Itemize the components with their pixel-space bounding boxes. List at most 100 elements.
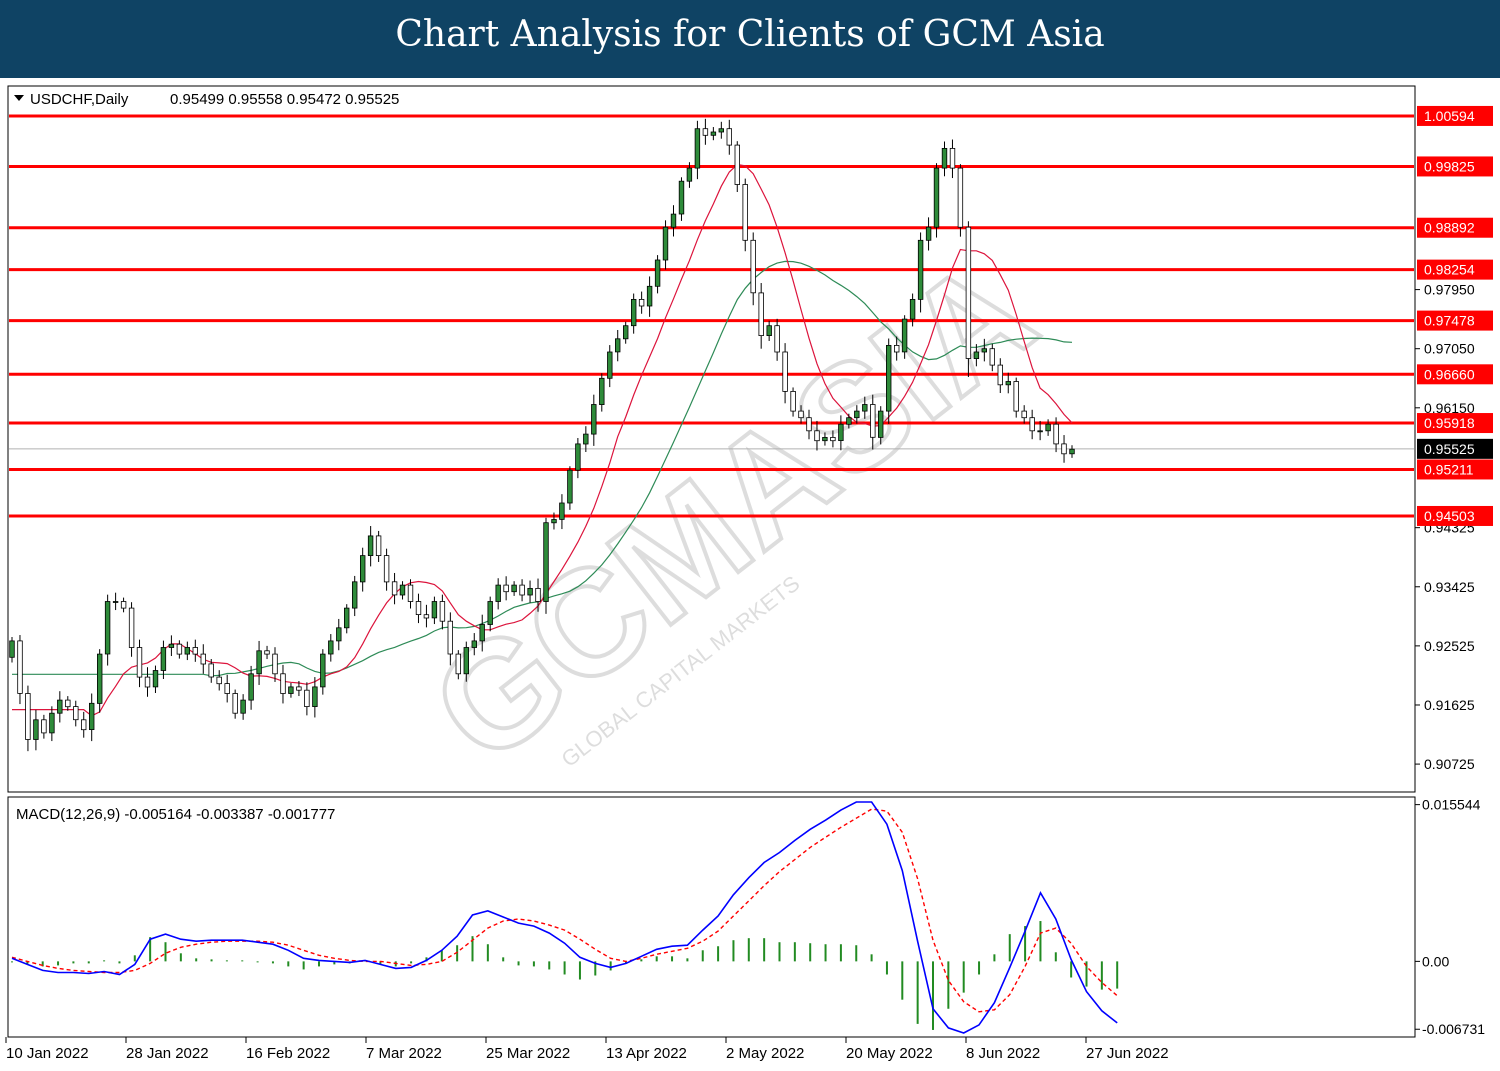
candle-body bbox=[1061, 443, 1067, 455]
candle bbox=[862, 396, 868, 419]
candle bbox=[822, 432, 828, 446]
macd-label: MACD(12,26,9) -0.005164 -0.003387 -0.001… bbox=[16, 806, 335, 823]
candle bbox=[487, 596, 493, 632]
candle-body bbox=[17, 640, 23, 694]
candle-body bbox=[112, 601, 119, 603]
candle bbox=[1045, 419, 1051, 436]
candle-body bbox=[838, 423, 844, 442]
date-tick-label: 2 May 2022 bbox=[726, 1045, 804, 1062]
candle-body bbox=[208, 663, 214, 678]
price-tick-label: 0.90725 bbox=[1424, 756, 1475, 772]
candle bbox=[702, 118, 709, 145]
candle-body bbox=[957, 167, 964, 228]
candle-body bbox=[423, 614, 430, 619]
candle bbox=[65, 696, 71, 711]
date-tick-label: 27 Jun 2022 bbox=[1086, 1045, 1169, 1062]
candle bbox=[878, 406, 884, 445]
candle-body bbox=[583, 433, 589, 445]
candle-body bbox=[479, 624, 485, 642]
candle-body bbox=[168, 643, 175, 648]
candle bbox=[192, 639, 198, 662]
ohlc-readout: 0.95499 0.95558 0.95472 0.95525 bbox=[170, 91, 399, 108]
candle-body bbox=[1029, 417, 1035, 432]
candle-body bbox=[25, 693, 31, 740]
date-tick-label: 10 Jan 2022 bbox=[6, 1045, 89, 1062]
candle-body bbox=[136, 647, 143, 678]
candle bbox=[168, 635, 175, 657]
candle-body bbox=[822, 436, 828, 442]
candle bbox=[120, 597, 127, 613]
price-tick-label: 0.91625 bbox=[1424, 697, 1475, 713]
candle bbox=[455, 650, 461, 680]
candle bbox=[1069, 445, 1075, 458]
candle bbox=[447, 612, 453, 666]
candle-body bbox=[144, 676, 151, 688]
candle-body bbox=[909, 298, 916, 320]
candle-body bbox=[527, 588, 533, 596]
macd-plot bbox=[11, 801, 1119, 1034]
candle-body bbox=[806, 417, 812, 432]
candle-body bbox=[981, 348, 987, 353]
candle bbox=[726, 119, 732, 155]
level-label-bg bbox=[1417, 217, 1493, 238]
candle bbox=[511, 581, 517, 596]
candle-body bbox=[49, 712, 55, 734]
level-label-bg bbox=[1417, 459, 1493, 480]
candle bbox=[367, 526, 374, 567]
candle-body bbox=[686, 167, 693, 182]
candle-body bbox=[1021, 410, 1027, 419]
level-label: 0.97478 bbox=[1424, 313, 1475, 329]
candle bbox=[343, 604, 350, 634]
candle-body bbox=[439, 601, 446, 622]
candle bbox=[104, 594, 111, 666]
candle bbox=[957, 164, 964, 237]
candle-body bbox=[81, 719, 87, 731]
candle-body bbox=[774, 325, 780, 353]
candle bbox=[1013, 377, 1019, 418]
candle-body bbox=[854, 410, 860, 419]
candle-body bbox=[638, 298, 645, 307]
candle bbox=[782, 343, 788, 404]
candle-body bbox=[192, 647, 198, 655]
candle bbox=[256, 640, 262, 685]
candle-body bbox=[503, 584, 509, 593]
candle bbox=[949, 139, 956, 179]
candle bbox=[112, 592, 119, 611]
candle bbox=[431, 596, 438, 625]
candle bbox=[798, 405, 804, 424]
candle bbox=[33, 709, 39, 751]
candle bbox=[933, 163, 940, 238]
candle-body bbox=[901, 318, 908, 353]
candle-body bbox=[949, 147, 956, 169]
candle-body bbox=[1005, 381, 1011, 386]
candle bbox=[336, 618, 342, 651]
candle bbox=[1021, 405, 1027, 424]
candle bbox=[288, 682, 294, 698]
candle bbox=[25, 685, 31, 752]
candle bbox=[623, 321, 629, 344]
candle-body bbox=[925, 226, 932, 241]
candle-body bbox=[886, 344, 892, 412]
candle-body bbox=[941, 147, 948, 169]
candle bbox=[543, 517, 549, 614]
signal-line bbox=[11, 808, 1118, 1013]
candle bbox=[615, 329, 621, 362]
candle bbox=[631, 293, 637, 334]
candle-body bbox=[623, 325, 629, 340]
candle bbox=[1053, 417, 1059, 453]
candle-body bbox=[200, 653, 206, 665]
candle-body bbox=[471, 640, 477, 648]
candle-body bbox=[152, 670, 159, 688]
candle bbox=[312, 677, 318, 718]
candle-body bbox=[607, 351, 613, 379]
candle-body bbox=[1053, 423, 1059, 445]
candle-body bbox=[320, 653, 326, 688]
candle bbox=[838, 415, 844, 451]
price-tick-label: 0.97950 bbox=[1424, 282, 1475, 298]
symbol-dropdown-icon[interactable] bbox=[14, 95, 24, 101]
candle bbox=[152, 665, 159, 693]
candle-body bbox=[790, 390, 796, 412]
candle-body bbox=[399, 584, 406, 596]
candle-body bbox=[678, 180, 685, 215]
candle-body bbox=[73, 706, 79, 721]
